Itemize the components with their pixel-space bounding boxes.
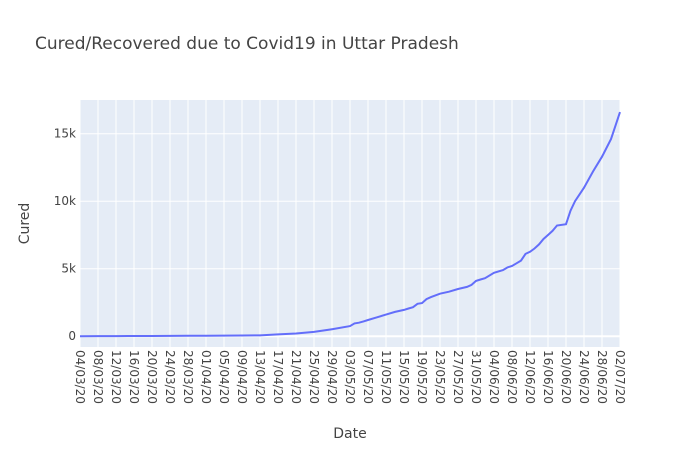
chart-title: Cured/Recovered due to Covid19 in Uttar … [35, 34, 459, 54]
cured-series-line [79, 111, 621, 338]
y-axis-title: Cured [17, 203, 33, 245]
x-tick-label: 24/06/20 [577, 350, 591, 404]
x-tick-label: 05/04/20 [217, 350, 231, 404]
x-tick-label: 07/05/20 [361, 350, 375, 404]
y-tick-label: 5k [61, 262, 76, 276]
x-tick-label: 13/04/20 [253, 350, 267, 404]
x-tick-label: 08/03/20 [91, 350, 105, 404]
x-tick-label: 20/06/20 [559, 350, 573, 404]
x-tick-label: 28/06/20 [595, 350, 609, 404]
y-tick-labels: 0 5k 10k 15k [54, 127, 76, 343]
x-tick-label: 16/03/20 [127, 350, 141, 404]
x-tick-label: 28/03/20 [181, 350, 195, 404]
x-tick-label: 19/05/20 [415, 350, 429, 404]
x-tick-label: 04/06/20 [487, 350, 501, 404]
x-tick-label: 12/06/20 [523, 350, 537, 404]
x-tick-label: 24/03/20 [163, 350, 177, 404]
x-tick-label: 09/04/20 [235, 350, 249, 404]
x-tick-label: 16/06/20 [541, 350, 555, 404]
x-tick-label: 27/05/20 [451, 350, 465, 404]
x-tick-label: 25/04/20 [307, 350, 321, 404]
x-tick-label: 31/05/20 [469, 350, 483, 404]
y-tick-label: 15k [54, 127, 76, 141]
y-tick-label: 0 [68, 329, 76, 343]
y-tick-label: 10k [54, 194, 76, 208]
x-tick-label: 21/04/20 [289, 350, 303, 404]
x-tick-label: 04/03/20 [73, 350, 87, 404]
x-tick-label: 11/05/20 [379, 350, 393, 404]
x-tick-label: 08/06/20 [505, 350, 519, 404]
x-gridlines [79, 100, 621, 347]
x-tick-label: 20/03/20 [145, 350, 159, 404]
x-tick-label: 02/07/20 [613, 350, 627, 404]
x-tick-label: 15/05/20 [397, 350, 411, 404]
x-tick-labels: 04/03/20 08/03/20 12/03/20 16/03/20 20/03/20… [73, 350, 627, 404]
x-tick-label: 03/05/20 [343, 350, 357, 404]
x-tick-label: 29/04/20 [325, 350, 339, 404]
x-tick-label: 17/04/20 [271, 350, 285, 404]
x-axis-title: Date [333, 426, 366, 442]
x-tick-label: 23/05/20 [433, 350, 447, 404]
x-tick-label: 12/03/20 [109, 350, 123, 404]
x-tick-label: 01/04/20 [199, 350, 213, 404]
